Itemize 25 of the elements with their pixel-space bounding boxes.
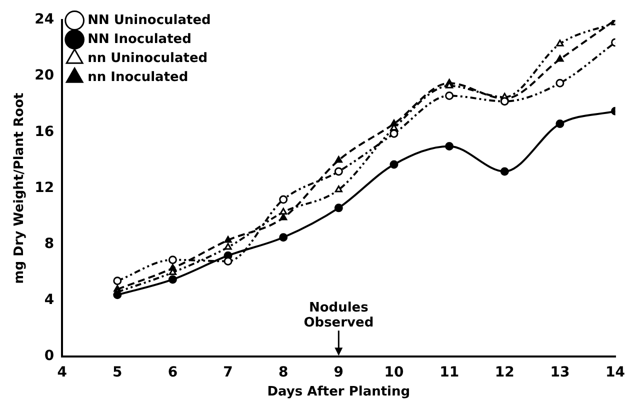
x-axis-title: Days After Planting xyxy=(267,384,410,400)
x-tick-label: 9 xyxy=(334,364,344,381)
x-tick-label: 12 xyxy=(494,364,514,381)
x-tick-label: 5 xyxy=(112,364,122,381)
x-tick-label: 10 xyxy=(384,364,404,381)
x-tick-label: 13 xyxy=(550,364,570,381)
y-tick-label: 16 xyxy=(34,124,54,140)
x-tick-label: 8 xyxy=(278,364,288,381)
x-tick-label: 4 xyxy=(57,364,68,381)
y-tick-label: 24 xyxy=(34,12,54,28)
y-tick-label: 8 xyxy=(44,236,54,252)
y-tick-label: 0 xyxy=(44,348,54,364)
x-tick-label: 7 xyxy=(223,364,233,381)
x-tick-label: 6 xyxy=(168,364,178,381)
y-tick-label: 4 xyxy=(44,292,54,308)
y-axis-title: mg Dry Weight/Plant Root xyxy=(12,92,28,284)
x-tick-label: 11 xyxy=(440,364,460,381)
annotation: Nodules Observed xyxy=(304,300,374,331)
legend-label: nn Uninoculated xyxy=(88,50,208,66)
legend-label: NN Inoculated xyxy=(88,32,192,47)
x-tick-label: 14 xyxy=(606,364,626,381)
y-tick-label: 12 xyxy=(34,180,54,196)
legend-label: nn Inoculated xyxy=(88,70,188,85)
y-tick-label: 20 xyxy=(34,68,54,84)
legend-label: NN Uninoculated xyxy=(88,12,211,28)
